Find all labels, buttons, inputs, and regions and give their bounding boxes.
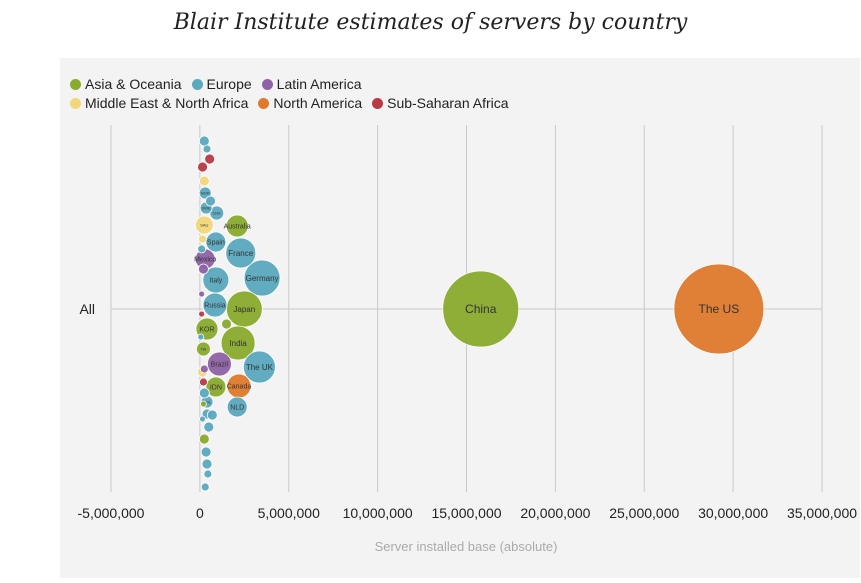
bubble-unlabeled-43 bbox=[197, 244, 207, 254]
bubble-idn bbox=[205, 376, 227, 398]
bubble-france bbox=[225, 237, 257, 269]
legend-row-1: Asia & Oceania Europe Latin America bbox=[70, 75, 509, 93]
category-label-all: All bbox=[79, 301, 95, 317]
bubble-label-china: China bbox=[465, 302, 497, 316]
bubble-tai bbox=[196, 341, 211, 357]
chart-title: Blair Institute estimates of servers by … bbox=[173, 10, 688, 35]
legend-swatch-sub-saharan-africa bbox=[372, 97, 384, 109]
bubble-unlabeled-36 bbox=[205, 195, 216, 207]
bubble-label-russia: Russia bbox=[204, 302, 226, 309]
bubble-label-spain: Spain bbox=[207, 239, 225, 246]
bubble-label-mexico: Mexico bbox=[194, 256, 216, 263]
x-tick-label-7: 30,000,000 bbox=[698, 505, 768, 521]
bubble-unlabeled-40 bbox=[203, 469, 213, 479]
bubble-label-tai: TAI bbox=[200, 346, 206, 351]
legend-item-north-america[interactable]: North America bbox=[258, 94, 362, 112]
legend-label-mena: Middle East & North Africa bbox=[85, 95, 249, 111]
bubble-spain bbox=[205, 231, 227, 253]
bubble-unlabeled-27 bbox=[206, 409, 218, 421]
bubble-unlabeled-38 bbox=[199, 364, 209, 374]
bubble-label-swe: SWE bbox=[202, 205, 211, 210]
bubble-unlabeled-39 bbox=[199, 377, 208, 387]
bubble-label-brazil: Brazil bbox=[211, 361, 229, 368]
legend-label-north-america: North America bbox=[273, 95, 363, 111]
legend-label-europe: Europe bbox=[206, 76, 252, 92]
bubble-label-france: France bbox=[228, 249, 253, 258]
bubble-sau bbox=[194, 215, 214, 235]
x-tick-label-1: 0 bbox=[196, 505, 204, 521]
x-tick-label-5: 20,000,000 bbox=[520, 505, 590, 521]
legend-item-sub-saharan-africa[interactable]: Sub-Saharan Africa bbox=[372, 94, 509, 112]
legend: Asia & Oceania Europe Latin America Midd… bbox=[70, 75, 509, 113]
bubble-label-canada: Canada bbox=[227, 383, 252, 390]
x-tick-label-8: 35,000,000 bbox=[787, 505, 857, 521]
bubble-unlabeled-37 bbox=[198, 263, 209, 275]
bubble-nld bbox=[226, 396, 248, 418]
bubble-china bbox=[442, 270, 520, 348]
bubble-australia bbox=[225, 214, 249, 238]
x-tick-label-6: 25,000,000 bbox=[609, 505, 679, 521]
bubble-unlabeled-44 bbox=[198, 234, 207, 244]
bubble-germany bbox=[243, 259, 281, 297]
bubble-unlabeled-31 bbox=[201, 458, 213, 470]
bubble-unlabeled-49 bbox=[197, 333, 205, 341]
legend-label-latin-america: Latin America bbox=[276, 76, 362, 92]
bubble-unlabeled-32 bbox=[198, 135, 210, 147]
bubble-brazil bbox=[207, 351, 232, 377]
bubble-unlabeled-45 bbox=[199, 415, 206, 423]
bubble-label-the-us: The US bbox=[699, 302, 740, 316]
bubble-india bbox=[220, 325, 256, 361]
x-tick-label-0: -5,000,000 bbox=[78, 505, 145, 521]
bubble-label-che: CHE bbox=[213, 210, 222, 215]
legend-item-latin-america[interactable]: Latin America bbox=[261, 75, 362, 93]
bubble-the-uk bbox=[243, 350, 276, 384]
legend-swatch-latin-america bbox=[261, 78, 273, 90]
bubble-label-idn: IDN bbox=[210, 384, 222, 391]
x-tick-label-3: 10,000,000 bbox=[343, 505, 413, 521]
bubble-unlabeled-28 bbox=[203, 421, 215, 433]
bubble-the-us bbox=[673, 263, 765, 355]
bubble-unlabeled-25 bbox=[198, 387, 210, 399]
bubble-unlabeled-47 bbox=[200, 400, 207, 408]
bubble-label-germany: Germany bbox=[246, 274, 279, 283]
bubble-label-india: India bbox=[229, 339, 247, 348]
bubble-label-japan: Japan bbox=[233, 305, 255, 314]
legend-item-asia-oceania[interactable]: Asia & Oceania bbox=[70, 75, 182, 93]
bubble-label-the-uk: The UK bbox=[246, 363, 274, 372]
bubble-russia bbox=[202, 292, 228, 318]
legend-label-sub-saharan-africa: Sub-Saharan Africa bbox=[387, 95, 509, 111]
legend-swatch-north-america bbox=[258, 97, 270, 109]
bubble-unlabeled-35 bbox=[198, 175, 210, 187]
legend-item-europe[interactable]: Europe bbox=[191, 75, 252, 93]
legend-label-asia-oceania: Asia & Oceania bbox=[85, 76, 182, 92]
bubble-unlabeled-46 bbox=[198, 310, 206, 318]
bubble-unlabeled-42 bbox=[202, 144, 212, 154]
legend-swatch-mena bbox=[70, 97, 81, 109]
bubble-unlabeled-29 bbox=[198, 433, 210, 445]
bubble-nor bbox=[198, 186, 212, 200]
bubble-label-italy: Italy bbox=[209, 277, 222, 284]
x-tick-label-4: 15,000,000 bbox=[431, 505, 501, 521]
x-axis-title: Server installed base (absolute) bbox=[375, 539, 558, 554]
bubble-unlabeled-33 bbox=[204, 153, 216, 165]
bubble-label-nor: NOR bbox=[201, 190, 210, 195]
bubble-unlabeled-23 bbox=[221, 318, 232, 330]
bubble-unlabeled-30 bbox=[200, 446, 212, 458]
bubble-unlabeled-34 bbox=[197, 161, 208, 173]
bubble-unlabeled-48 bbox=[198, 290, 206, 298]
bubble-unlabeled-41 bbox=[200, 482, 210, 492]
bubble-label-sau: SAU bbox=[200, 222, 208, 227]
legend-swatch-asia-oceania bbox=[70, 78, 81, 90]
x-tick-label-2: 5,000,000 bbox=[258, 505, 320, 521]
bubble-label-nld: NLD bbox=[230, 404, 244, 411]
bubble-label-kor: KOR bbox=[199, 326, 214, 333]
legend-swatch-europe bbox=[191, 78, 203, 90]
legend-item-mena[interactable]: Middle East & North Africa bbox=[70, 94, 248, 112]
bubble-label-pol: POL bbox=[203, 399, 212, 404]
legend-row-2: Middle East & North Africa North America… bbox=[70, 94, 509, 112]
bubble-label-australia: Australia bbox=[224, 223, 251, 230]
